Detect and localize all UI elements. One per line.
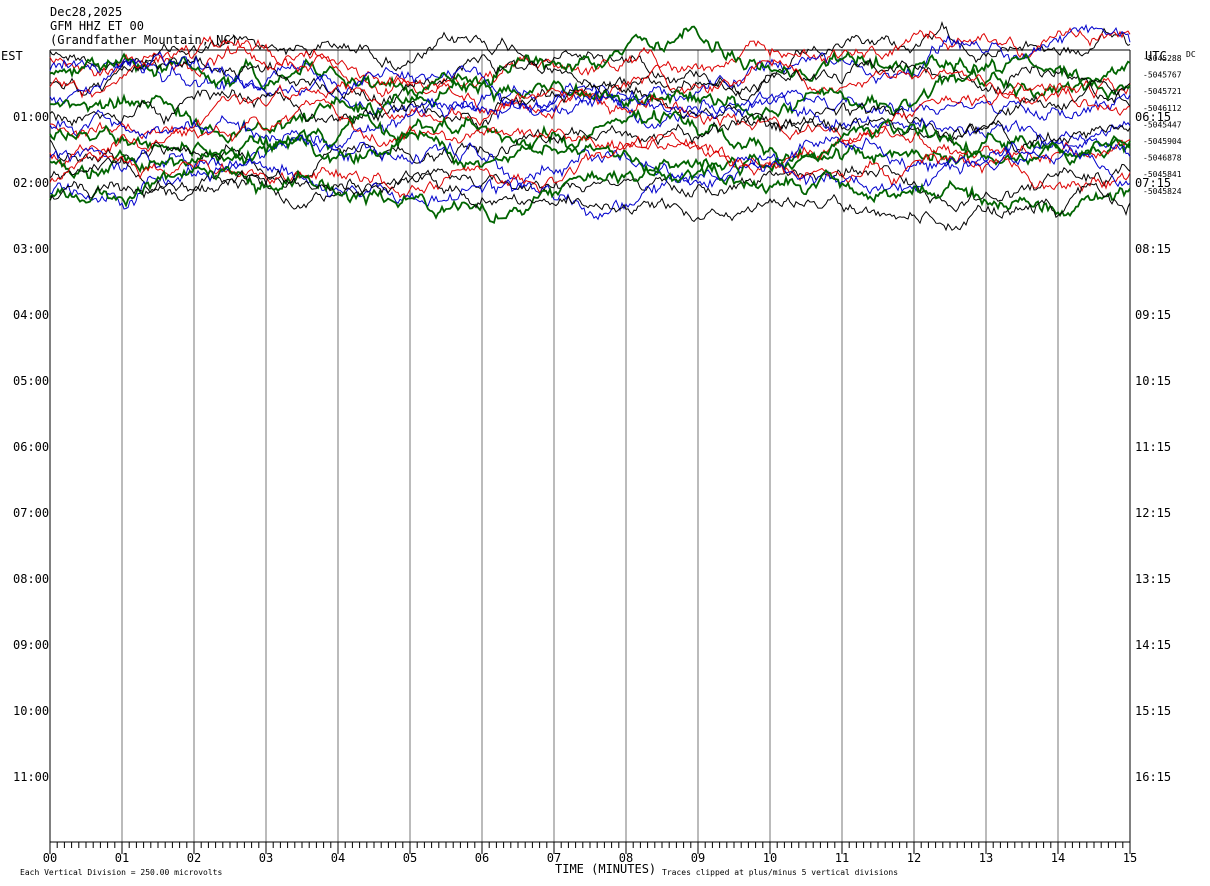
trace-line: [49, 20, 1131, 102]
x-tick-label: 05: [403, 851, 417, 865]
dc-offset-label: -5045841: [1143, 170, 1182, 179]
trace-line: [49, 51, 1131, 129]
chart-date: Dec28,2025: [50, 5, 122, 19]
x-axis: 00 01 02 03 04 05 06 07 08 09 10 11 12 13 14 15: [43, 842, 1137, 865]
x-tick-label: 12: [907, 851, 921, 865]
x-tick-label: 13: [979, 851, 993, 865]
left-tick-label: 01:00: [13, 110, 49, 124]
trace-line: [49, 80, 1131, 146]
dc-offset-label: -5045904: [1143, 137, 1182, 146]
x-tick-label: 15: [1123, 851, 1137, 865]
left-tick-label: 10:00: [13, 704, 49, 718]
dc-label: DC: [1186, 50, 1196, 59]
trace-line: [49, 131, 1131, 199]
chart-location: (Grandfather Mountain, NC): [50, 33, 238, 47]
trace-line: [49, 117, 1131, 180]
trace-line: [49, 52, 1131, 144]
x-tick-label: 04: [331, 851, 345, 865]
right-tick-label: 12:15: [1135, 506, 1171, 520]
left-tick-label: 03:00: [13, 242, 49, 256]
trace-line: [49, 90, 1131, 149]
chart-station: GFM HHZ ET 00: [50, 19, 144, 33]
left-tick-label: 09:00: [13, 638, 49, 652]
x-tick-label: 08: [619, 851, 633, 865]
dc-offset-label: -5045824: [1143, 187, 1182, 196]
trace-line: [49, 169, 1131, 232]
x-tick-label: 09: [691, 851, 705, 865]
left-tick-label: 08:00: [13, 572, 49, 586]
x-tick-label: 01: [115, 851, 129, 865]
footer-scale-note: Each Vertical Division = 250.00 microvol…: [20, 868, 222, 877]
left-tick-label: 07:00: [13, 506, 49, 520]
x-tick-label: 03: [259, 851, 273, 865]
right-tick-label: 11:15: [1135, 440, 1171, 454]
seismic-traces: [49, 20, 1131, 232]
x-tick-label: 10: [763, 851, 777, 865]
right-tick-label: 13:15: [1135, 572, 1171, 586]
trace-line: [49, 156, 1131, 213]
left-tick-label: 05:00: [13, 374, 49, 388]
dc-offset-label: -5046878: [1143, 154, 1182, 163]
right-tick-label: 16:15: [1135, 770, 1171, 784]
x-tick-label: 06: [475, 851, 489, 865]
footer-clip-note: Traces clipped at plus/minus 5 vertical …: [662, 868, 898, 877]
trace-line: [49, 98, 1131, 171]
dc-offset-label: -5045447: [1143, 120, 1182, 129]
dc-offset-label: -5045767: [1143, 71, 1182, 80]
x-tick-label: 14: [1051, 851, 1065, 865]
x-axis-title: TIME (MINUTES): [555, 862, 656, 876]
left-tick-label: 04:00: [13, 308, 49, 322]
right-tick-label: 09:15: [1135, 308, 1171, 322]
x-tick-label: 11: [835, 851, 849, 865]
trace-line: [49, 134, 1131, 188]
right-tick-label: 07:15: [1135, 176, 1171, 190]
trace-line: [49, 162, 1131, 225]
dc-offset-labels: -5045288 -5045767 -5045721 -5046112 -5045447…: [1143, 54, 1182, 196]
right-timezone-label: UTC: [1145, 49, 1167, 63]
left-tick-label: 06:00: [13, 440, 49, 454]
right-tick-label: 06:15: [1135, 110, 1171, 124]
dc-offset-label: -5045721: [1143, 87, 1182, 96]
trace-line: [49, 27, 1131, 98]
trace-line: [49, 35, 1131, 120]
x-tick-label: 07: [547, 851, 561, 865]
left-tick-label: 02:00: [13, 176, 49, 190]
left-timezone-label: EST: [1, 49, 23, 63]
x-tick-label: 02: [187, 851, 201, 865]
dc-offset-label: -5045288: [1143, 54, 1182, 63]
left-tick-label: 11:00: [13, 770, 49, 784]
right-tick-label: 10:15: [1135, 374, 1171, 388]
trace-line: [49, 108, 1131, 166]
right-hour-ticks: 06:15 07:15 08:15 09:15 10:15 11:15 12:15 13:15…: [1135, 110, 1171, 784]
left-hour-ticks: 01:00 02:00 03:00 04:00 05:00 06:00 07:00 08:00…: [13, 110, 49, 784]
x-tick-label: 00: [43, 851, 57, 865]
right-tick-label: 15:15: [1135, 704, 1171, 718]
right-tick-label: 08:15: [1135, 242, 1171, 256]
right-tick-label: 14:15: [1135, 638, 1171, 652]
chart-grid: [49, 49, 1131, 843]
dc-offset-label: -5046112: [1143, 104, 1182, 113]
trace-line: [49, 25, 1131, 108]
trace-line: [49, 79, 1131, 144]
